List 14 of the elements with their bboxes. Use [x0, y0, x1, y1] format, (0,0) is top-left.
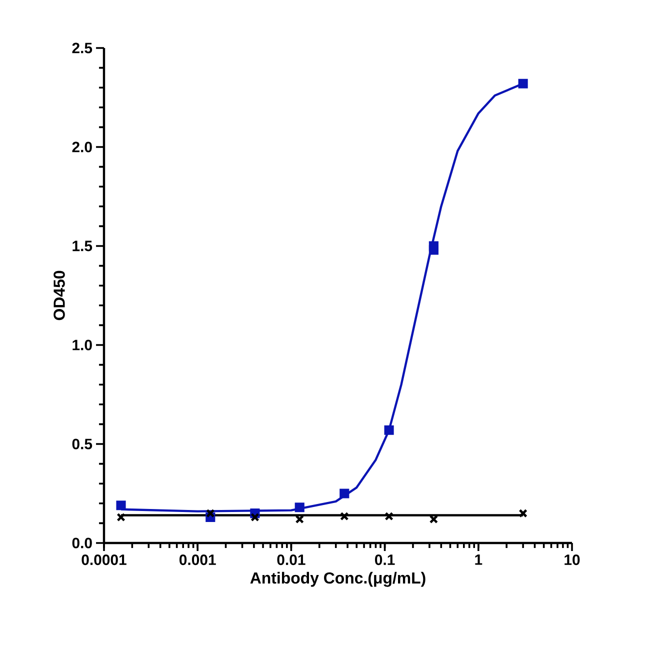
y-tick-label: 0.0 [72, 538, 92, 548]
x-tick-label: 0.1 [375, 554, 395, 566]
y-tick-label: 0.5 [72, 438, 92, 450]
y-axis-title: OD450 [54, 270, 65, 320]
x-tick-label: 0.001 [179, 554, 216, 566]
y-tick-label: 1.5 [72, 240, 92, 252]
x-tick-label: 0.01 [277, 554, 306, 566]
y-tick-label: 1.0 [72, 340, 92, 350]
y-tick-label: 2.0 [72, 142, 92, 152]
x-axis-title: Antibody Conc.(μg/mL) [250, 572, 426, 587]
x-tick-label: 0.0001 [82, 554, 126, 566]
y-tick-label: 2.5 [72, 42, 92, 54]
x-tick-label: 1 [475, 554, 482, 565]
x-tick-label: 10 [564, 554, 580, 566]
